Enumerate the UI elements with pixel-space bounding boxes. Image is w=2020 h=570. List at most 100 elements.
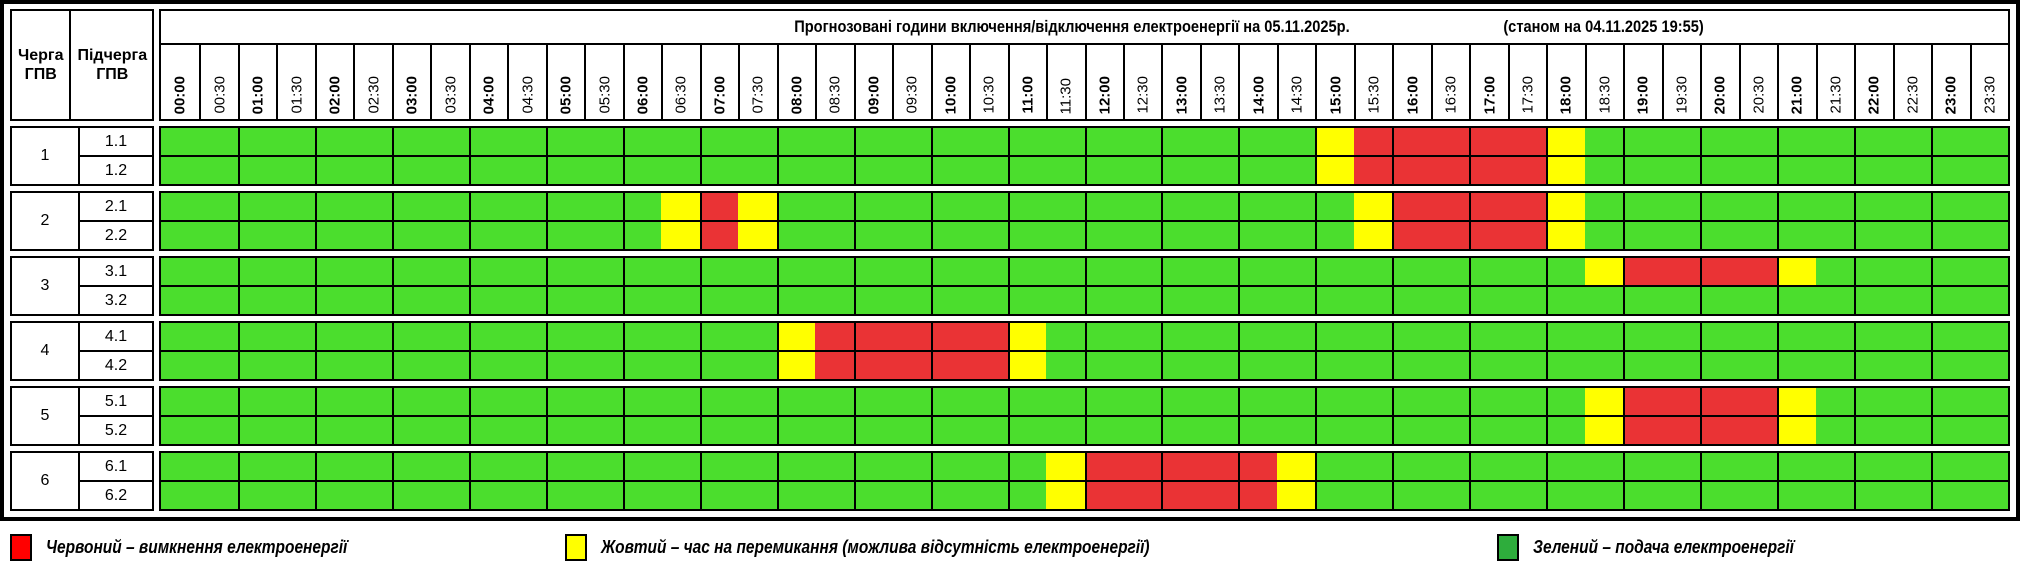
slot-cell [1430,222,1470,249]
subqueue-label: 2.1 [104,197,128,215]
slot-cell [161,193,200,220]
slot-cell [1892,388,1932,415]
slot-cell [1931,258,1970,285]
time-label: 22:30 [1904,76,1922,114]
time-label: 23:30 [1981,76,1999,114]
slot-cell [738,287,777,314]
slot-cell [507,222,546,249]
slot-cell [1430,157,1470,184]
slot-cell [892,482,931,509]
slot-cell [1738,323,1778,350]
slot-cell [468,193,508,220]
slot-cell [661,193,700,220]
slot-cell [1507,193,1547,220]
slot-cell [892,222,931,249]
time-column-header: 05:00 [545,45,584,119]
time-label: 01:30 [288,76,306,114]
subqueue-slot-row [161,193,2008,220]
queue-label-box: 6 6.1 6.2 [10,451,154,511]
slot-cell [1238,453,1277,480]
time-label: 17:00 [1481,75,1499,114]
slot-cell [1007,128,1047,155]
slot-cell [1238,287,1277,314]
slot-cell [1969,193,2008,220]
slot-cell [699,128,739,155]
slot-cell [430,157,469,184]
time-label: 06:30 [672,76,690,114]
slot-cell [545,482,585,509]
slot-cell [1546,258,1585,285]
time-column-header: 13:00 [1161,45,1199,119]
time-label: 09:00 [865,75,883,114]
subqueue-label: 5.2 [80,415,152,444]
slot-cell [314,482,354,509]
slot-cell [1122,258,1162,285]
slot-cell [1738,388,1778,415]
slot-cell [276,287,315,314]
slot-cell [1892,352,1932,379]
slot-cell [930,453,970,480]
slot-cell [276,128,315,155]
slot-cell [391,157,431,184]
slot-cell [1584,157,1624,184]
slot-cell [1084,352,1123,379]
slot-cell [1661,287,1701,314]
slot-cell [1815,323,1855,350]
slot-cell [507,193,546,220]
slot-cell [1007,417,1047,444]
time-label: 12:00 [1096,75,1114,114]
slot-cell [1392,482,1431,509]
slot-cell [1969,482,2008,509]
queue-label-box: 5 5.1 5.2 [10,386,154,446]
time-label: 14:30 [1288,76,1306,114]
time-label: 09:30 [903,76,921,114]
slot-cell [1738,287,1778,314]
slot-cell [1276,222,1316,249]
slot-cell [507,157,546,184]
slot-cell [1623,128,1662,155]
slot-cell [1046,258,1085,285]
slot-cell [545,323,585,350]
slot-cell [1931,128,1970,155]
time-label: 03:30 [442,76,460,114]
slot-cell [776,222,816,249]
slot-cell [1122,128,1162,155]
time-column-header: 05:30 [584,45,622,119]
slot-cell [1469,453,1508,480]
legend: Червоний – вимкнення електроенергії Жовти… [0,531,2020,563]
slot-cell [1661,417,1701,444]
slot-cell [1430,417,1470,444]
slot-cell [1430,352,1470,379]
slot-cell [1507,258,1547,285]
slot-cell [1469,388,1508,415]
slot-cell [1161,453,1200,480]
slot-cell [1854,323,1893,350]
slot-cell [430,417,469,444]
slot-cell [584,453,623,480]
slot-cell [1007,388,1047,415]
time-label: 20:30 [1750,76,1768,114]
slot-cell [1353,417,1393,444]
slot-cell [507,388,546,415]
slot-cell [1777,157,1816,184]
slot-cell [930,128,970,155]
queue-number: 2 [12,193,80,249]
slot-cell [199,323,238,350]
time-column-header: 20:00 [1700,45,1738,119]
time-column-header: 07:30 [738,45,776,119]
slot-cell [468,222,508,249]
slot-cell [1854,258,1893,285]
slot-cell [622,352,662,379]
slot-cell [1392,157,1431,184]
slot-cell [1815,482,1855,509]
slot-cell [930,352,970,379]
slot-cell [892,258,931,285]
slot-cell [892,287,931,314]
slot-cell [776,482,816,509]
slot-cell [1815,193,1855,220]
slot-cell [622,287,662,314]
time-label: 12:30 [1134,76,1152,114]
table-title-bar: Прогнозовані години включення/відключенн… [161,11,2008,45]
slot-cell [1353,193,1393,220]
slot-cell [1931,417,1970,444]
